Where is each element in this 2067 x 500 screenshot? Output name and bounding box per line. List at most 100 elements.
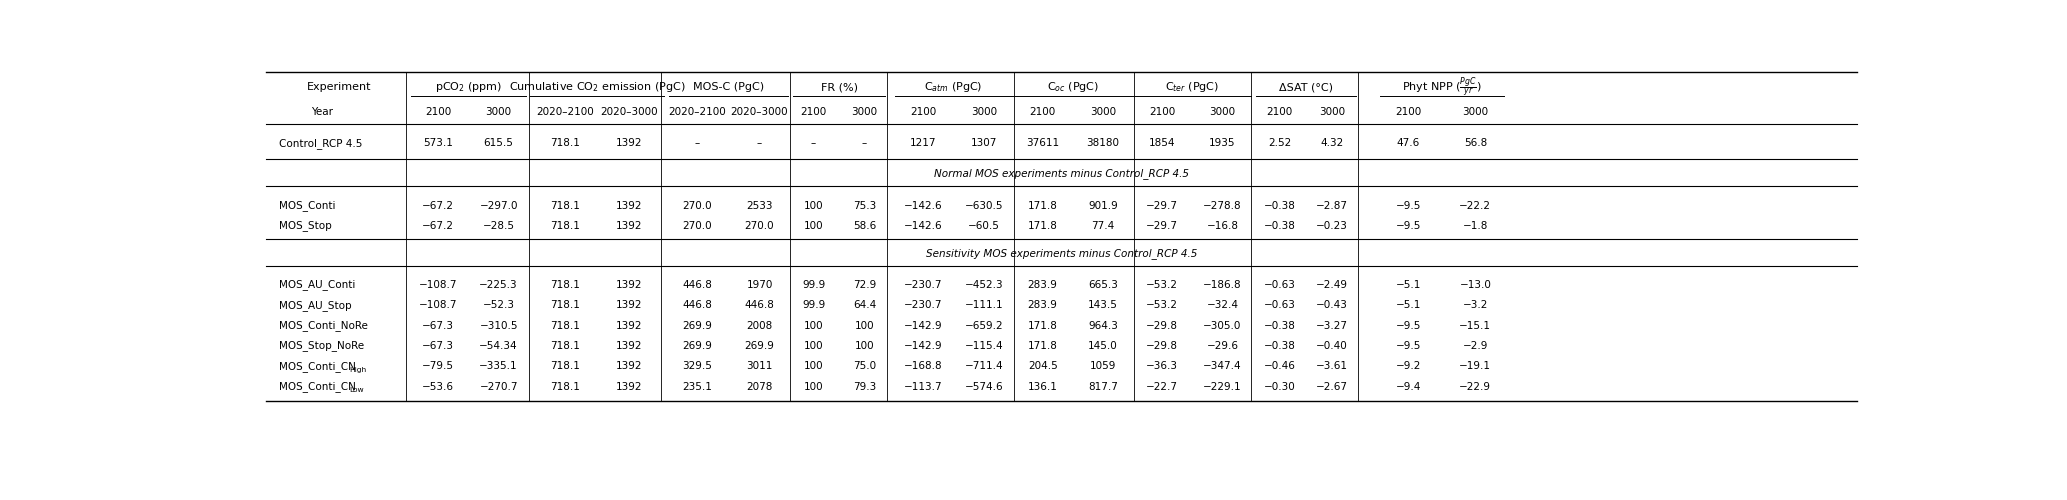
Text: −115.4: −115.4 [965, 341, 1002, 351]
Text: −22.7: −22.7 [1145, 382, 1178, 392]
Text: 3000: 3000 [486, 106, 513, 117]
Text: −574.6: −574.6 [965, 382, 1002, 392]
Text: −28.5: −28.5 [482, 221, 515, 231]
Text: −186.8: −186.8 [1203, 280, 1242, 290]
Text: 718.1: 718.1 [550, 382, 581, 392]
Text: 204.5: 204.5 [1027, 362, 1058, 372]
Text: −111.1: −111.1 [965, 300, 1002, 310]
Text: 615.5: 615.5 [484, 138, 513, 148]
Text: −29.8: −29.8 [1145, 341, 1178, 351]
Text: 1392: 1392 [616, 341, 643, 351]
Text: 2020–3000: 2020–3000 [732, 106, 788, 117]
Text: −0.43: −0.43 [1317, 300, 1348, 310]
Text: 1307: 1307 [971, 138, 996, 148]
Text: MOS_Conti_NoRe: MOS_Conti_NoRe [279, 320, 368, 331]
Text: 901.9: 901.9 [1087, 200, 1118, 210]
Text: 446.8: 446.8 [682, 280, 713, 290]
Text: 718.1: 718.1 [550, 341, 581, 351]
Text: MOS_Stop_NoRe: MOS_Stop_NoRe [279, 340, 364, 351]
Text: 1392: 1392 [616, 300, 643, 310]
Text: 2100: 2100 [1029, 106, 1056, 117]
Text: −22.2: −22.2 [1459, 200, 1490, 210]
Text: −297.0: −297.0 [480, 200, 519, 210]
Text: Control_RCP 4.5: Control_RCP 4.5 [279, 138, 362, 149]
Text: 718.1: 718.1 [550, 300, 581, 310]
Text: 2020–3000: 2020–3000 [599, 106, 657, 117]
Text: 1392: 1392 [616, 280, 643, 290]
Text: −0.23: −0.23 [1317, 221, 1348, 231]
Text: 99.9: 99.9 [802, 300, 825, 310]
Text: Cumulative CO$_2$ emission (PgC): Cumulative CO$_2$ emission (PgC) [508, 80, 686, 94]
Text: Experiment: Experiment [308, 82, 372, 92]
Text: MOS_Stop: MOS_Stop [279, 220, 331, 232]
Text: −54.34: −54.34 [480, 341, 519, 351]
Text: 1392: 1392 [616, 362, 643, 372]
Text: MOS_AU_Conti: MOS_AU_Conti [279, 280, 356, 290]
Text: −36.3: −36.3 [1145, 362, 1178, 372]
Text: 145.0: 145.0 [1087, 341, 1118, 351]
Text: −0.38: −0.38 [1263, 221, 1296, 231]
Text: −229.1: −229.1 [1203, 382, 1242, 392]
Text: −9.4: −9.4 [1395, 382, 1422, 392]
Text: −9.2: −9.2 [1395, 362, 1422, 372]
Text: −711.4: −711.4 [965, 362, 1002, 372]
Text: 2100: 2100 [1395, 106, 1422, 117]
Text: −142.6: −142.6 [903, 200, 943, 210]
Text: −168.8: −168.8 [903, 362, 943, 372]
Text: –: – [757, 138, 763, 148]
Text: 283.9: 283.9 [1027, 280, 1058, 290]
Text: −1.8: −1.8 [1463, 221, 1488, 231]
Text: −0.38: −0.38 [1263, 200, 1296, 210]
Text: 269.9: 269.9 [682, 320, 713, 330]
Text: Low: Low [349, 387, 364, 393]
Text: −630.5: −630.5 [965, 200, 1002, 210]
Text: 100: 100 [804, 320, 823, 330]
Text: 1392: 1392 [616, 221, 643, 231]
Text: −142.9: −142.9 [903, 341, 943, 351]
Text: −67.3: −67.3 [422, 341, 455, 351]
Text: −53.2: −53.2 [1145, 280, 1178, 290]
Text: 269.9: 269.9 [682, 341, 713, 351]
Text: 573.1: 573.1 [424, 138, 453, 148]
Text: 270.0: 270.0 [744, 221, 775, 231]
Text: 3000: 3000 [1461, 106, 1488, 117]
Text: −347.4: −347.4 [1203, 362, 1242, 372]
Text: −29.7: −29.7 [1145, 221, 1178, 231]
Text: 235.1: 235.1 [682, 382, 713, 392]
Text: 3000: 3000 [1319, 106, 1346, 117]
Text: 3000: 3000 [971, 106, 996, 117]
Text: Sensitivity MOS experiments minus Control_RCP 4.5: Sensitivity MOS experiments minus Contro… [926, 248, 1197, 259]
Text: −32.4: −32.4 [1207, 300, 1238, 310]
Text: −29.8: −29.8 [1145, 320, 1178, 330]
Text: 1217: 1217 [909, 138, 936, 148]
Text: 37611: 37611 [1025, 138, 1058, 148]
Text: −5.1: −5.1 [1395, 300, 1422, 310]
Text: 269.9: 269.9 [744, 341, 775, 351]
Text: −230.7: −230.7 [903, 280, 943, 290]
Text: MOS_Conti: MOS_Conti [279, 200, 335, 211]
Text: 64.4: 64.4 [854, 300, 876, 310]
Text: −108.7: −108.7 [420, 300, 457, 310]
Text: Phyt NPP ($\frac{PgC}{yr}$): Phyt NPP ($\frac{PgC}{yr}$) [1401, 75, 1482, 100]
Text: 1970: 1970 [746, 280, 773, 290]
Text: −659.2: −659.2 [965, 320, 1002, 330]
Text: Year: Year [310, 106, 333, 117]
Text: −0.38: −0.38 [1263, 320, 1296, 330]
Text: 2.52: 2.52 [1267, 138, 1292, 148]
Text: −2.9: −2.9 [1463, 341, 1488, 351]
Text: 72.9: 72.9 [854, 280, 876, 290]
Text: 75.3: 75.3 [854, 200, 876, 210]
Text: 718.1: 718.1 [550, 200, 581, 210]
Text: −0.63: −0.63 [1263, 280, 1296, 290]
Text: 270.0: 270.0 [682, 221, 713, 231]
Text: 2020–2100: 2020–2100 [537, 106, 595, 117]
Text: 270.0: 270.0 [682, 200, 713, 210]
Text: 2008: 2008 [746, 320, 773, 330]
Text: −16.8: −16.8 [1207, 221, 1238, 231]
Text: −53.2: −53.2 [1145, 300, 1178, 310]
Text: −270.7: −270.7 [480, 382, 519, 392]
Text: −310.5: −310.5 [480, 320, 519, 330]
Text: 56.8: 56.8 [1463, 138, 1486, 148]
Text: −29.6: −29.6 [1207, 341, 1238, 351]
Text: 1392: 1392 [616, 320, 643, 330]
